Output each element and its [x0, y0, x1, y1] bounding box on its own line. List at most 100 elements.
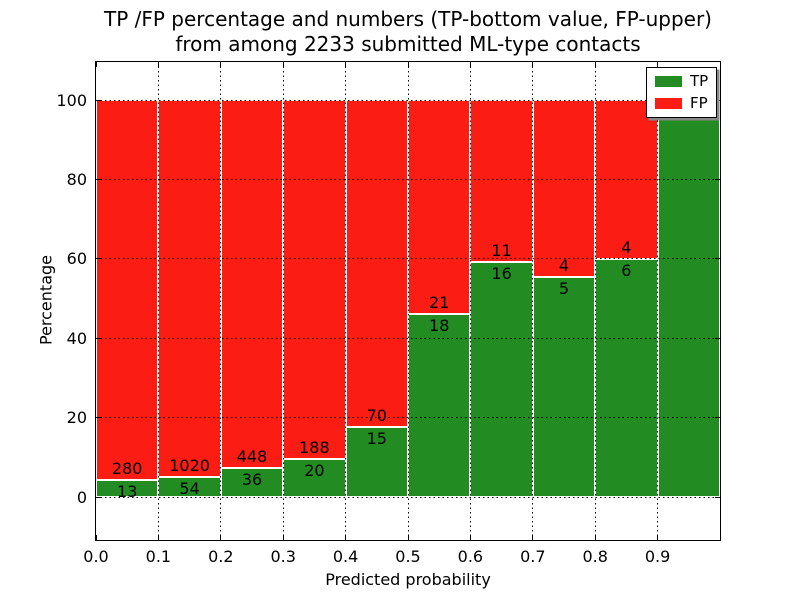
tp-color-swatch: [655, 76, 682, 87]
vertical-gridline: [345, 62, 347, 540]
bar-count-label-tp: 20: [304, 460, 325, 480]
bar-segment-fp: [283, 100, 346, 459]
plot-area: 28013102054448361882070152118111645464: [95, 61, 721, 541]
vertical-gridline: [657, 62, 659, 540]
x-tick-mark: [719, 535, 721, 540]
y-tick-mark: [96, 496, 101, 498]
bar-count-label-fp: 4: [558, 255, 570, 275]
y-tick-mark: [96, 179, 101, 180]
x-tick-mark: [469, 535, 471, 540]
fp-color-swatch: [655, 98, 682, 109]
x-tick-mark: [469, 62, 471, 67]
x-axis-label: Predicted probability: [325, 570, 491, 589]
bar-count-label-tp: 13: [117, 481, 138, 501]
legend-label-tp: TP: [690, 72, 709, 90]
bar-count-label-fp: 448: [236, 446, 268, 466]
chart-title-line1: TP /FP percentage and numbers (TP-bottom…: [104, 7, 712, 31]
bar-count-label-tp: 16: [491, 263, 512, 283]
x-tick-label: 0.9: [644, 547, 671, 566]
bar-segment-fp: [470, 100, 533, 262]
x-tick-label: 0.1: [145, 547, 172, 566]
bar-segment-tp: [220, 467, 284, 498]
x-tick-mark: [282, 62, 284, 67]
y-tick-label: 60: [66, 249, 87, 269]
y-tick-mark: [715, 99, 720, 101]
y-tick-mark: [715, 337, 720, 339]
y-tick-mark: [96, 417, 101, 419]
x-tick-mark: [594, 535, 596, 540]
x-tick-mark: [345, 62, 347, 67]
y-tick-label: 80: [66, 170, 87, 189]
bar-segment-fp: [408, 100, 471, 314]
chart-title: TP /FP percentage and numbers (TP-bottom…: [96, 7, 720, 57]
y-tick-mark: [715, 179, 720, 180]
vertical-gridline: [157, 62, 159, 540]
bar-count-label-tp: 54: [179, 479, 200, 499]
chart-title-line2: from among 2233 submitted ML-type contac…: [175, 32, 641, 56]
x-tick-mark: [719, 62, 721, 67]
x-tick-mark: [220, 62, 222, 67]
y-tick-mark: [96, 258, 101, 260]
y-tick-mark: [715, 496, 720, 498]
bar-count-label-fp: 70: [366, 406, 387, 426]
vertical-gridline: [220, 62, 222, 540]
vertical-gridline: [282, 62, 284, 540]
legend-item-fp: FP: [655, 96, 708, 111]
bar-count-label-tp: 5: [558, 278, 570, 298]
bar-segment-tp: [345, 427, 408, 498]
bar-count-label-tp: 15: [366, 429, 387, 449]
bar-segment-tp: [470, 261, 533, 498]
bar-count-label-tp: 6: [621, 260, 632, 280]
legend: TP FP: [646, 67, 718, 118]
x-tick-label: 0.3: [270, 547, 296, 566]
x-tick-mark: [95, 62, 97, 67]
y-tick-label: 20: [66, 408, 87, 428]
x-tick-mark: [157, 535, 159, 540]
x-tick-label: 0.4: [332, 547, 359, 566]
x-tick-mark: [657, 62, 659, 67]
bar-count-label-fp: 280: [111, 458, 143, 478]
bar-count-label-tp: 36: [241, 469, 263, 489]
x-tick-mark: [594, 62, 596, 67]
y-tick-mark: [96, 337, 101, 339]
bar-segment-tp: [283, 458, 346, 498]
legend-label-fp: FP: [690, 94, 708, 112]
vertical-gridline: [469, 62, 471, 540]
y-tick-mark: [96, 99, 101, 101]
x-tick-mark: [157, 62, 159, 67]
vertical-gridline: [532, 62, 534, 540]
x-tick-mark: [282, 535, 284, 540]
x-tick-label: 0.5: [395, 547, 421, 566]
x-tick-label: 0.6: [457, 547, 484, 566]
y-tick-mark: [715, 417, 720, 419]
bar-segment-fp: [345, 100, 408, 428]
bar-segment-fp: [532, 100, 596, 277]
x-tick-label: 0.7: [520, 547, 546, 566]
bar-segment-tp: [657, 100, 720, 498]
x-tick-mark: [657, 535, 659, 540]
y-tick-mark: [715, 258, 720, 260]
legend-item-tp: TP: [655, 74, 708, 89]
y-tick-label: 100: [56, 90, 87, 110]
bar-count-label-fp: 21: [429, 292, 450, 312]
bar-segment-tp: [532, 276, 596, 498]
x-tick-mark: [532, 62, 534, 67]
bar-count-label-fp: 1020: [169, 456, 210, 476]
x-tick-mark: [532, 535, 534, 540]
bar-segment-fp: [220, 100, 284, 468]
x-tick-mark: [407, 62, 409, 67]
bar-count-label-tp: 18: [429, 315, 450, 335]
vertical-gridline: [407, 62, 409, 540]
x-tick-label: 0.8: [582, 547, 608, 566]
bar-segment-fp: [96, 100, 159, 480]
bar-segment-fp: [158, 100, 221, 478]
x-tick-mark: [407, 535, 409, 540]
bar-count-label-fp: 4: [621, 237, 632, 257]
y-tick-label: 0: [76, 487, 87, 507]
x-tick-label: 0.2: [208, 547, 234, 566]
x-tick-label: 0.0: [83, 547, 109, 566]
bar-segment-tp: [595, 258, 658, 498]
bar-count-label-fp: 188: [299, 437, 330, 457]
y-tick-label: 40: [66, 328, 87, 348]
